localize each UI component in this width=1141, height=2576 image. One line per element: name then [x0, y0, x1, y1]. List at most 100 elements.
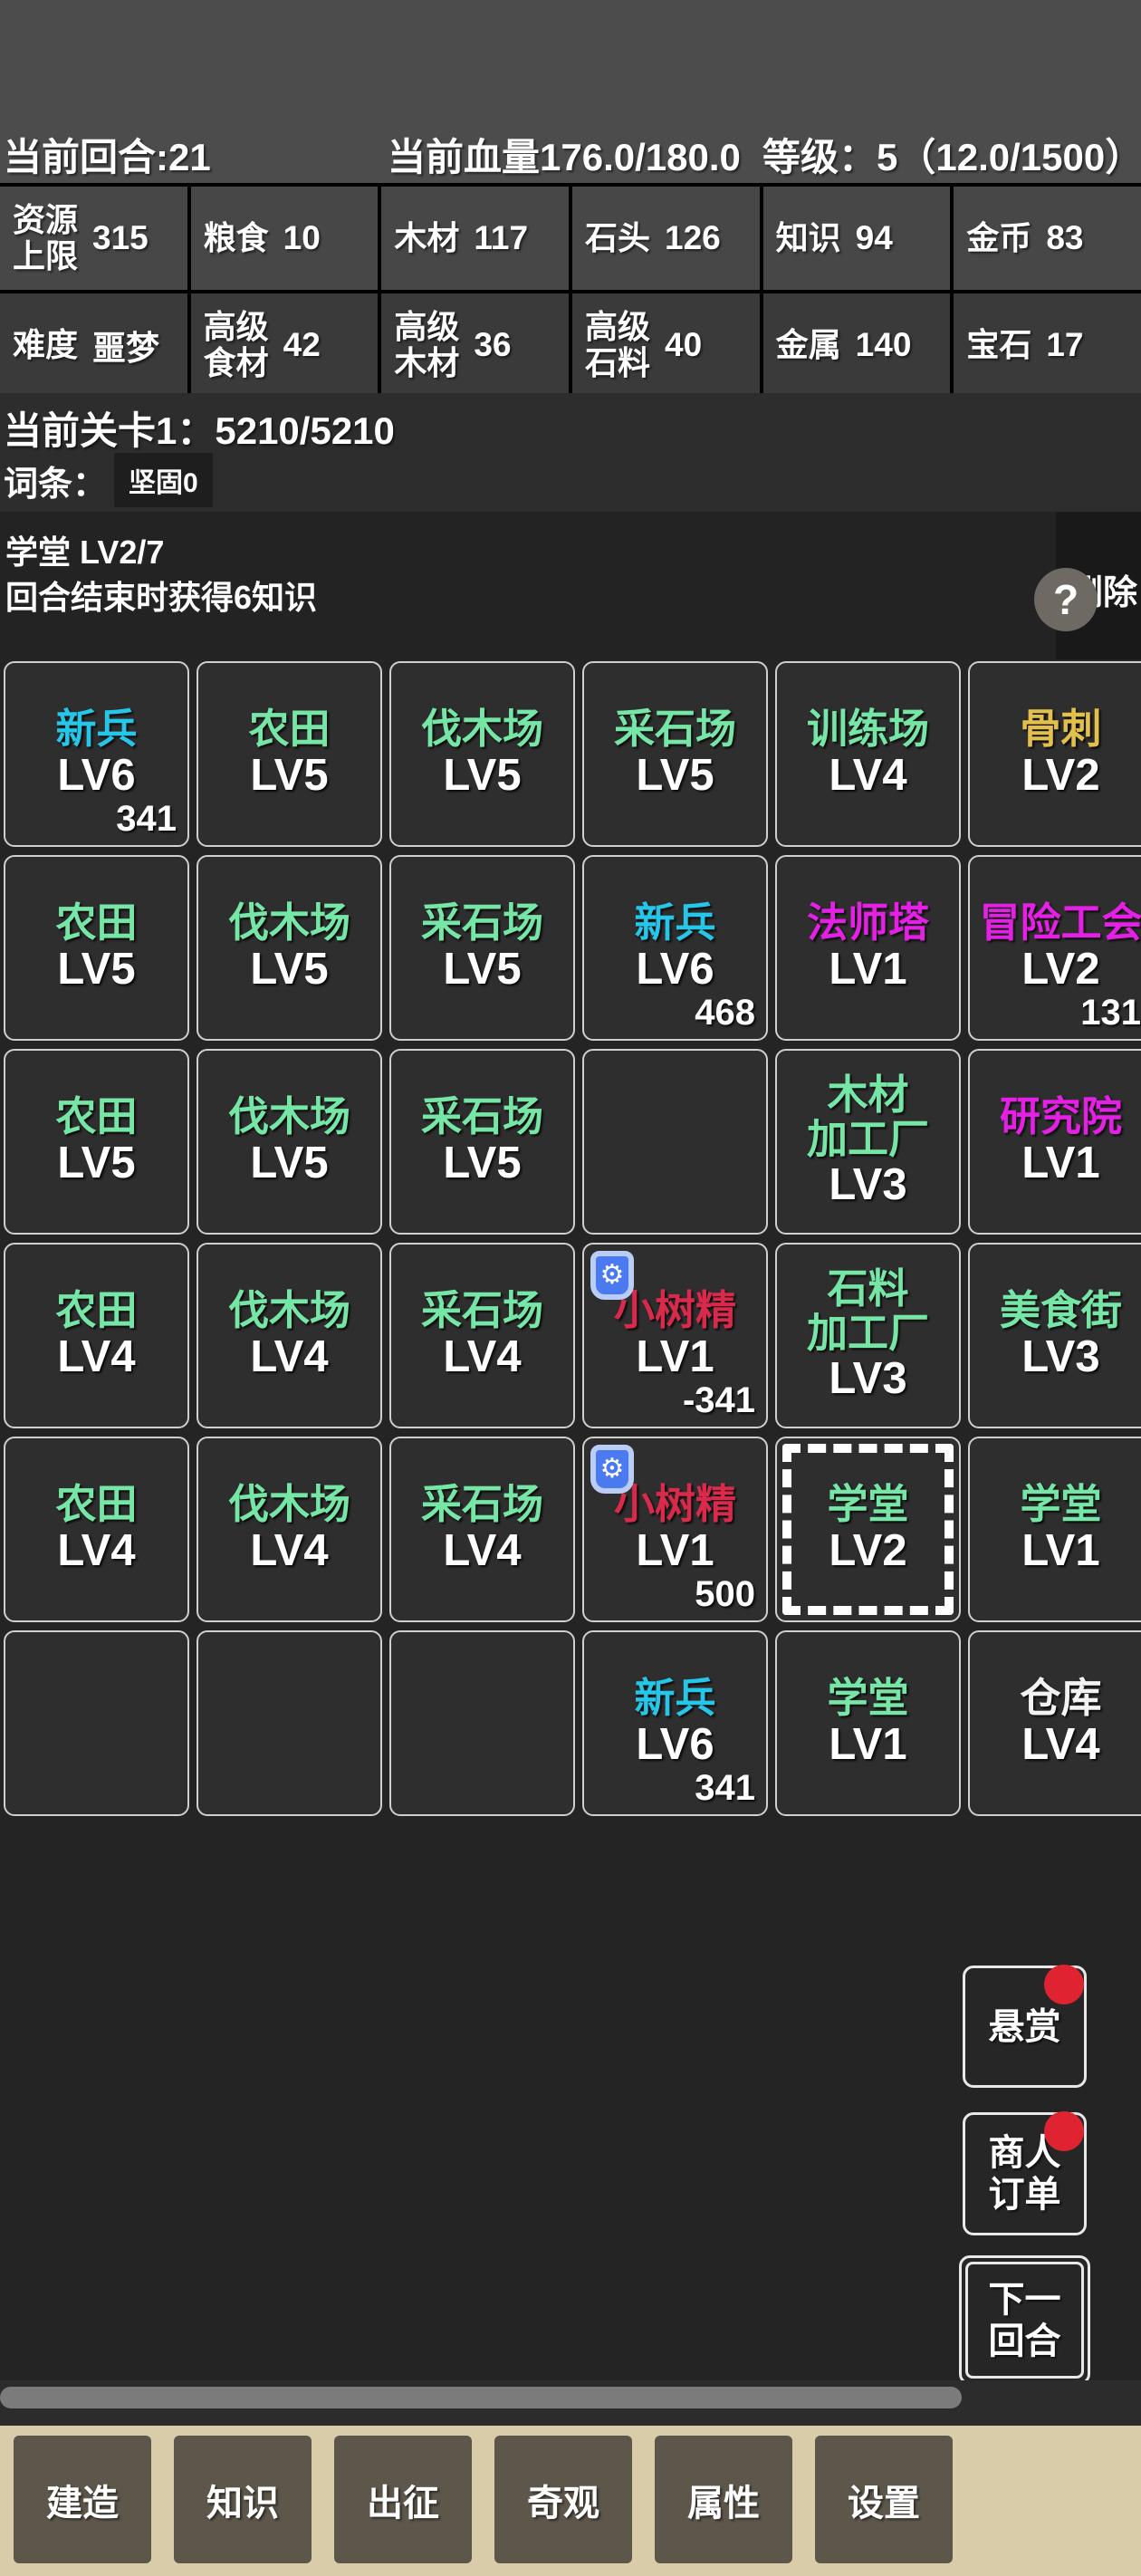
building-cell[interactable]: 学堂 LV1	[775, 1630, 961, 1816]
next-turn-button[interactable]: 下一 回合	[959, 2255, 1090, 2385]
building-cell[interactable]: 采石场 LV5	[389, 855, 575, 1041]
building-cell[interactable]: 采石场 LV4	[389, 1437, 575, 1622]
resource-cell: 知识 94	[762, 187, 951, 290]
resource-value: 42	[283, 326, 321, 363]
building-level: LV4	[250, 1331, 329, 1381]
building-name: 采石场	[420, 1481, 543, 1528]
building-cell[interactable]: 木材 加工厂 LV3	[775, 1049, 961, 1235]
bottom-tab-knowledge[interactable]: 知识	[174, 2436, 312, 2563]
building-count: 341	[116, 799, 177, 839]
bottom-tab-build[interactable]: 建造	[14, 2436, 151, 2563]
building-name: 农田	[55, 1481, 138, 1528]
building-name: 骨刺	[1020, 706, 1102, 753]
building-name: 训练场	[806, 706, 929, 753]
selected-building-desc: 回合结束时获得6知识	[5, 579, 318, 616]
resource-label: 高级 石料	[585, 307, 651, 381]
shield-gear-icon: ⚙	[590, 1445, 634, 1494]
building-name: 伐木场	[420, 706, 543, 753]
horizontal-scrollbar[interactable]	[0, 2387, 962, 2408]
status-row: 当前回合:21 当前血量176.0/180.0 等级：5（12.0/1500）	[0, 127, 1141, 181]
building-cell[interactable]: 学堂 LV2	[775, 1437, 961, 1622]
scroll-strip	[0, 2380, 1141, 2426]
building-cell[interactable]: 伐木场 LV4	[197, 1437, 382, 1622]
resource-label: 木材	[394, 218, 460, 256]
resource-cell: 粮食 10	[190, 187, 379, 290]
building-name: 采石场	[613, 706, 736, 753]
resource-value: 83	[1046, 219, 1084, 256]
building-count: -341	[682, 1380, 755, 1420]
resource-label: 石头	[585, 218, 651, 256]
bottom-tab-settings[interactable]: 设置	[815, 2436, 953, 2563]
resource-value: 40	[665, 326, 703, 363]
notification-dot-icon	[1044, 1965, 1084, 2004]
resource-label: 高级 木材	[394, 307, 460, 381]
building-cell[interactable]: 骨刺 LV2	[968, 661, 1141, 847]
building-level: LV1	[1021, 1138, 1100, 1187]
building-cell[interactable]: 农田 LV5	[4, 855, 189, 1041]
building-cell[interactable]: 伐木场 LV4	[197, 1243, 382, 1428]
building-level: LV3	[829, 1160, 907, 1210]
bottom-tab-wonder[interactable]: 奇观	[494, 2436, 632, 2563]
building-level: LV1	[636, 1331, 714, 1381]
help-icon[interactable]: ?	[1034, 568, 1098, 631]
entry-row: 词条： 坚固0	[4, 453, 213, 507]
empty-cell[interactable]	[197, 1630, 382, 1816]
building-name: 新兵	[634, 1675, 716, 1722]
resource-cell: 金币 83	[954, 187, 1141, 290]
resource-cell: 高级 木材 36	[381, 293, 569, 397]
building-name: 石料 加工厂	[806, 1264, 929, 1356]
building-cell[interactable]: 采石场 LV5	[389, 1049, 575, 1235]
building-cell[interactable]: 冒险工会 LV2 131	[968, 855, 1141, 1041]
building-grid: 新兵 LV6 341 农田 LV5 伐木场 LV5 采石场 LV5 训练场 LV4 骨刺 LV2 农田 LV…	[4, 661, 1141, 1816]
building-cell[interactable]: 农田 LV5	[197, 661, 382, 847]
building-level: LV1	[1021, 1525, 1100, 1575]
building-cell[interactable]: 美食街 LV3	[968, 1243, 1141, 1428]
building-cell[interactable]: 伐木场 LV5	[197, 855, 382, 1041]
building-level: LV5	[443, 944, 522, 994]
empty-cell[interactable]	[4, 1630, 189, 1816]
merchant-orders-button[interactable]: 商人 订单	[963, 2111, 1087, 2235]
building-level: LV5	[57, 944, 136, 994]
resource-cell: 木材 117	[381, 187, 569, 290]
building-cell[interactable]: 采石场 LV4	[389, 1243, 575, 1428]
building-cell[interactable]: ⚙ 小树精 LV1 -341	[582, 1243, 768, 1428]
building-cell[interactable]: 伐木场 LV5	[389, 661, 575, 847]
empty-cell[interactable]	[582, 1049, 768, 1235]
building-cell[interactable]: 新兵 LV6 341	[4, 661, 189, 847]
resource-value: 噩梦	[92, 330, 160, 367]
building-cell[interactable]: 采石场 LV5	[582, 661, 768, 847]
building-name: 新兵	[55, 706, 138, 753]
building-cell[interactable]: 伐木场 LV5	[197, 1049, 382, 1235]
building-name: 小树精	[613, 1481, 736, 1528]
building-level: LV4	[250, 1525, 329, 1575]
building-level: LV4	[829, 750, 907, 800]
building-level: LV4	[57, 1331, 136, 1381]
empty-cell[interactable]	[389, 1630, 575, 1816]
resource-cell: 宝石 17	[954, 293, 1141, 397]
building-cell[interactable]: 研究院 LV1	[968, 1049, 1141, 1235]
building-cell[interactable]: 法师塔 LV1	[775, 855, 961, 1041]
resource-label: 难度	[13, 325, 79, 363]
building-cell[interactable]: 训练场 LV4	[775, 661, 961, 847]
building-cell[interactable]: 石料 加工厂 LV3	[775, 1243, 961, 1428]
selected-building-panel: 学堂 LV2/7 回合结束时获得6知识 删除 ?	[0, 512, 1141, 659]
stage-section: 当前关卡1：5210/5210 词条： 坚固0	[0, 393, 1141, 512]
building-cell[interactable]: 新兵 LV6 468	[582, 855, 768, 1041]
building-level: LV5	[57, 1138, 136, 1187]
building-cell[interactable]: 农田 LV4	[4, 1243, 189, 1428]
stage-progress-label: 当前关卡1：5210/5210	[4, 409, 395, 452]
bottom-tab-attributes[interactable]: 属性	[655, 2436, 792, 2563]
entry-chip-solid[interactable]: 坚固0	[114, 453, 213, 507]
building-name: 木材 加工厂	[806, 1071, 929, 1162]
building-count: 341	[695, 1768, 755, 1808]
building-cell[interactable]: ⚙ 小树精 LV1 500	[582, 1437, 768, 1622]
building-cell[interactable]: 新兵 LV6 341	[582, 1630, 768, 1816]
bounty-button[interactable]: 悬赏	[963, 1965, 1087, 2088]
bottom-tab-expedition[interactable]: 出征	[334, 2436, 472, 2563]
building-cell[interactable]: 农田 LV4	[4, 1437, 189, 1622]
building-cell[interactable]: 农田 LV5	[4, 1049, 189, 1235]
building-cell[interactable]: 学堂 LV1	[968, 1437, 1141, 1622]
building-cell[interactable]: 仓库 LV4	[968, 1630, 1141, 1816]
building-name: 学堂	[827, 1675, 909, 1722]
resource-value: 17	[1046, 326, 1084, 363]
